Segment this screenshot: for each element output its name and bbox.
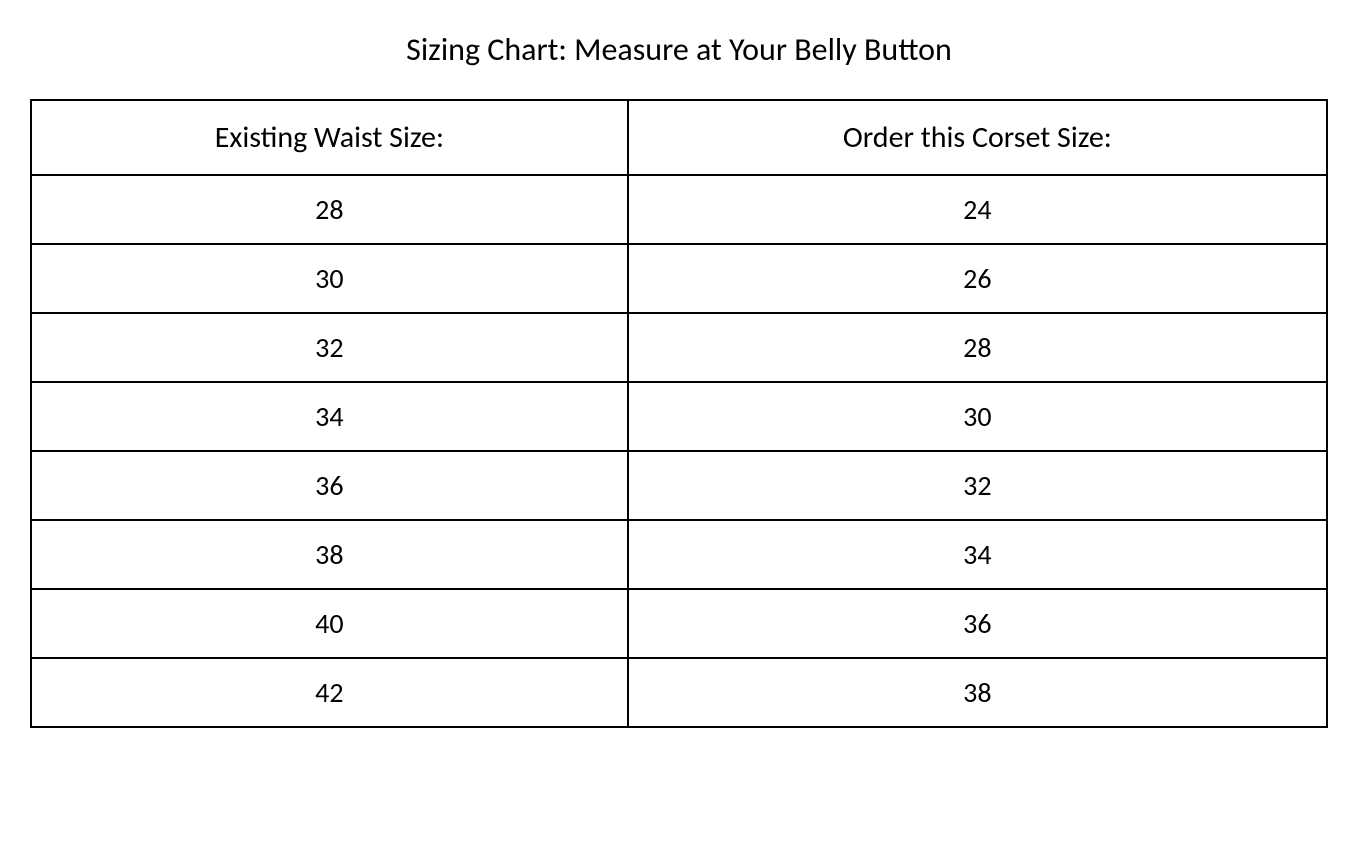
corset-cell: 38 bbox=[628, 658, 1327, 727]
waist-cell: 36 bbox=[31, 451, 628, 520]
column-header-corset: Order this Corset Size: bbox=[628, 100, 1327, 175]
corset-cell: 32 bbox=[628, 451, 1327, 520]
table-row: 28 24 bbox=[31, 175, 1327, 244]
table-row: 32 28 bbox=[31, 313, 1327, 382]
column-header-waist: Existing Waist Size: bbox=[31, 100, 628, 175]
waist-cell: 30 bbox=[31, 244, 628, 313]
corset-cell: 34 bbox=[628, 520, 1327, 589]
waist-cell: 38 bbox=[31, 520, 628, 589]
corset-cell: 26 bbox=[628, 244, 1327, 313]
table-row: 38 34 bbox=[31, 520, 1327, 589]
corset-cell: 30 bbox=[628, 382, 1327, 451]
corset-cell: 36 bbox=[628, 589, 1327, 658]
page-title: Sizing Chart: Measure at Your Belly Butt… bbox=[30, 30, 1328, 69]
table-row: 30 26 bbox=[31, 244, 1327, 313]
waist-cell: 42 bbox=[31, 658, 628, 727]
table-row: 36 32 bbox=[31, 451, 1327, 520]
corset-cell: 28 bbox=[628, 313, 1327, 382]
waist-cell: 32 bbox=[31, 313, 628, 382]
table-row: 42 38 bbox=[31, 658, 1327, 727]
table-header-row: Existing Waist Size: Order this Corset S… bbox=[31, 100, 1327, 175]
corset-cell: 24 bbox=[628, 175, 1327, 244]
table-row: 40 36 bbox=[31, 589, 1327, 658]
waist-cell: 28 bbox=[31, 175, 628, 244]
table-row: 34 30 bbox=[31, 382, 1327, 451]
waist-cell: 34 bbox=[31, 382, 628, 451]
waist-cell: 40 bbox=[31, 589, 628, 658]
sizing-table: Existing Waist Size: Order this Corset S… bbox=[30, 99, 1328, 728]
